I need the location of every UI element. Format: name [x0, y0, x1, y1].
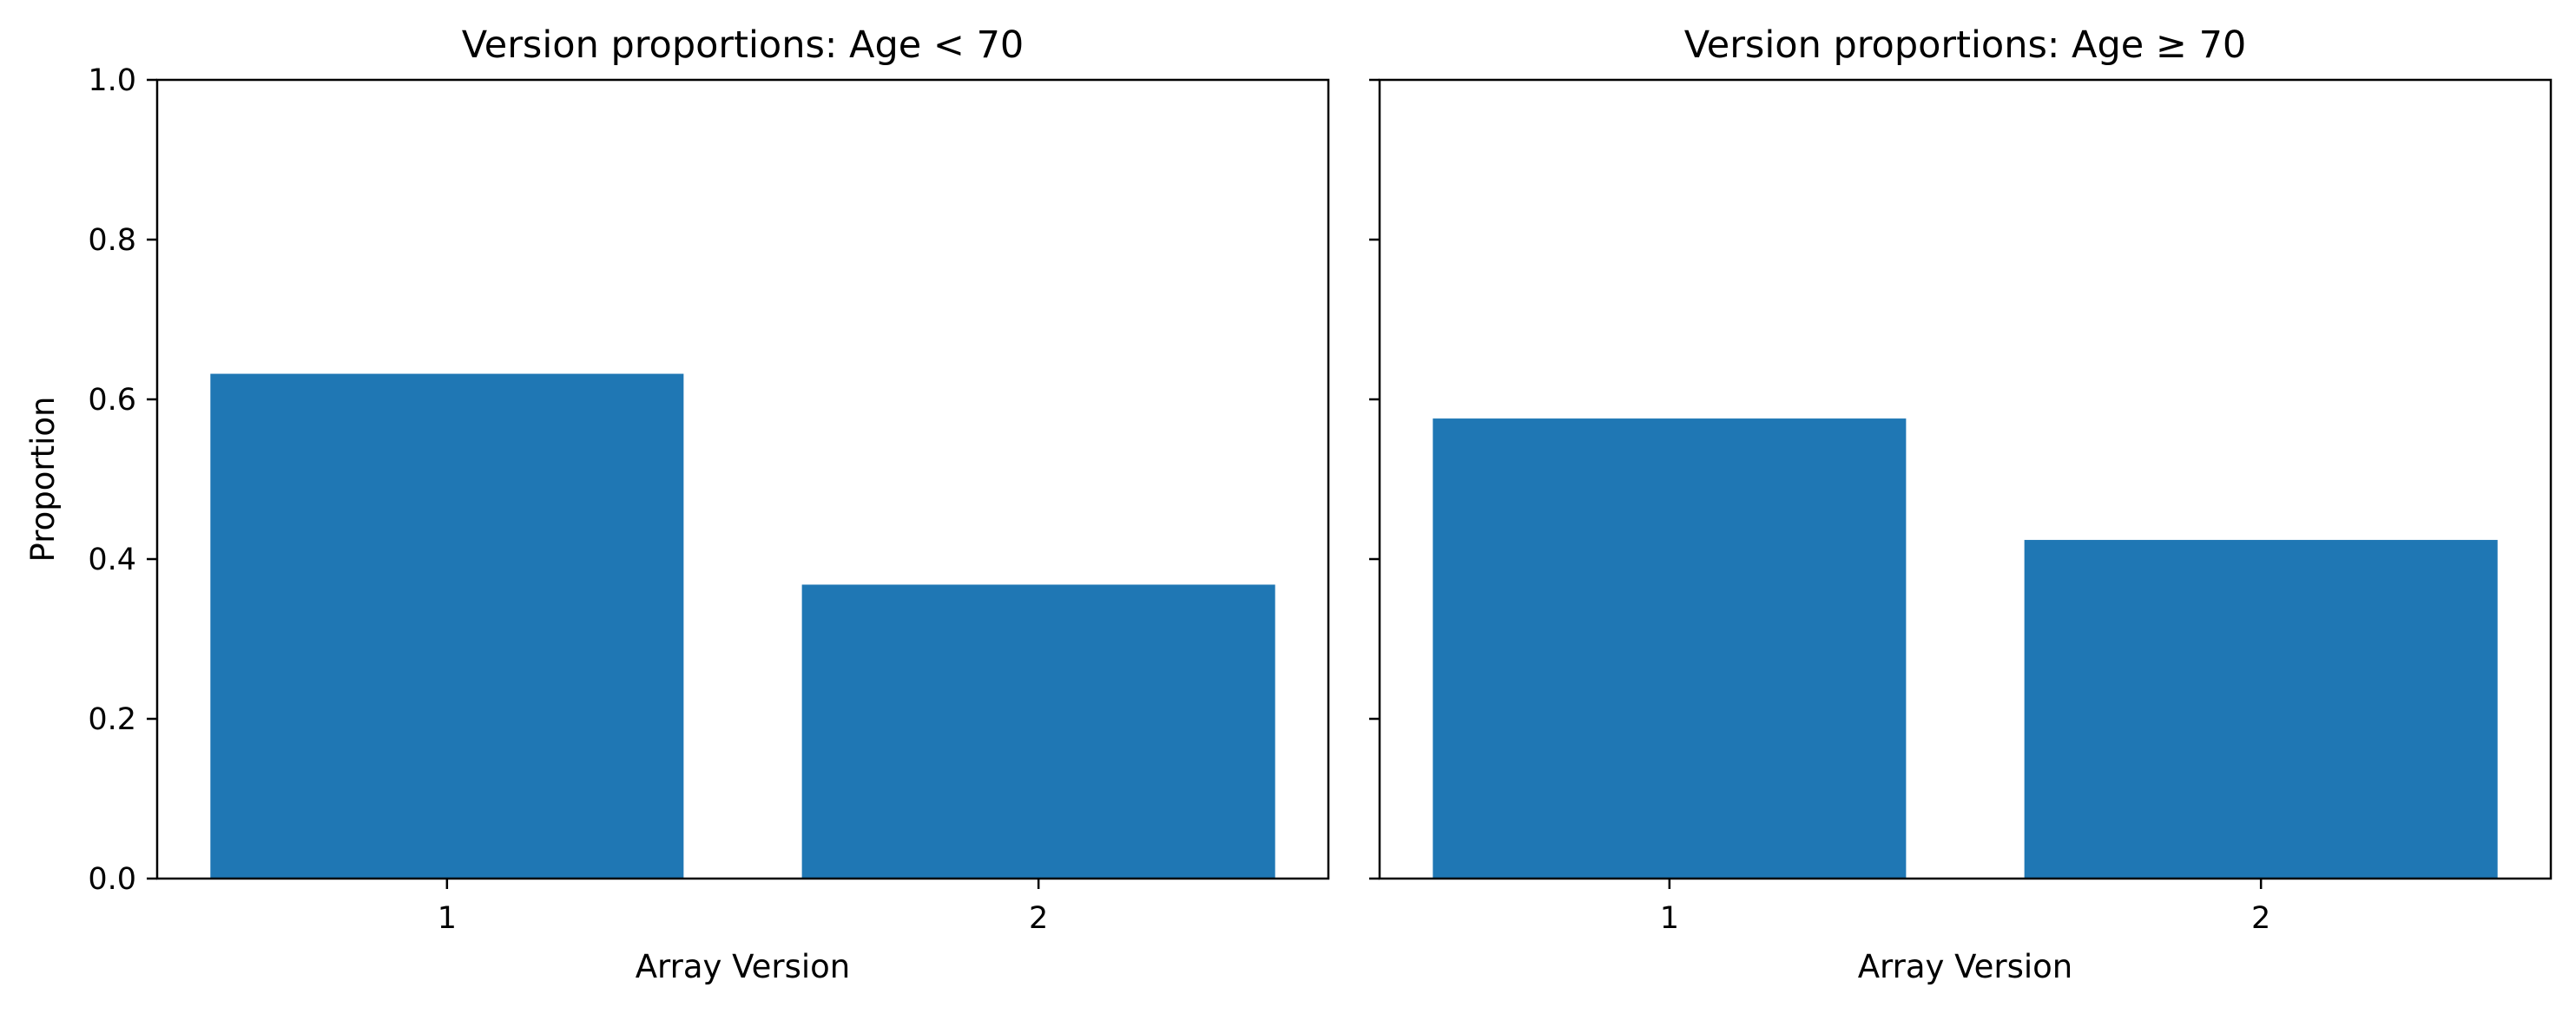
x-tick-label: 2	[1029, 901, 1048, 936]
bar-version-1	[210, 373, 684, 879]
y-axis-label: Proportion	[24, 397, 62, 563]
x-tick-label: 2	[2251, 901, 2270, 936]
bars-group	[210, 373, 1275, 879]
y-tick-label: 1.0	[88, 63, 136, 98]
x-tick-label: 1	[1660, 901, 1679, 936]
x-axis-label: Array Version	[636, 948, 850, 985]
bar-version-2	[801, 584, 1275, 879]
y-tick-label: 0.6	[88, 383, 136, 418]
ticks-group: 1 2 0.0 0.2 0.4 0.6 0.8 1.0	[88, 63, 1048, 936]
axes-frame	[155, 78, 1330, 880]
bar-version-2	[2024, 539, 2498, 879]
chart-title: Version proportions: Age < 70	[462, 23, 1024, 67]
y-tick-label: 0.2	[88, 702, 136, 737]
bar-version-1	[1433, 418, 1907, 879]
axes-frame	[1378, 78, 2553, 880]
y-tick-label: 0.0	[88, 862, 136, 897]
bars-group	[1433, 418, 2498, 879]
y-tick-label: 0.8	[88, 223, 136, 258]
x-axis-label: Array Version	[1858, 948, 2072, 985]
subplot-age-under-70: 1 2 0.0 0.2 0.4 0.6 0.8 1.0 Version proportions…	[24, 23, 1330, 985]
y-tick-label: 0.4	[88, 543, 136, 577]
x-tick-label: 1	[438, 901, 457, 936]
chart-title: Version proportions: Age ≥ 70	[1684, 23, 2247, 67]
